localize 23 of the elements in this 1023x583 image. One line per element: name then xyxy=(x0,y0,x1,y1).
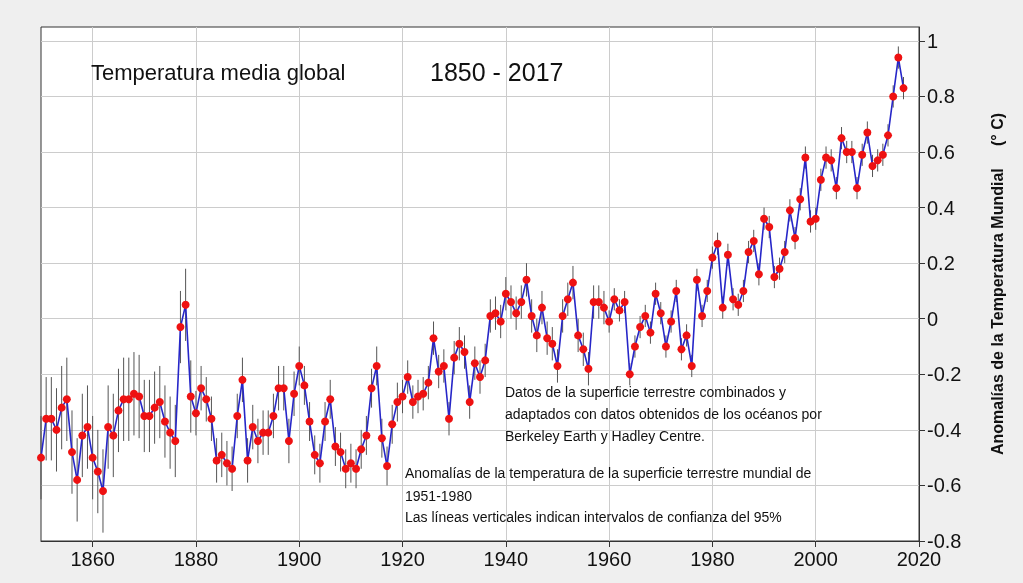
annotation: Anomalías de la temperatura de la superficie terrestre mundial de 1951-1980 xyxy=(405,464,816,504)
annotation: Las líneas verticales indican intervalos de confianza del 95% xyxy=(405,509,782,526)
y-tick-label: 0.2 xyxy=(927,252,955,275)
text: Temperatura media global xyxy=(91,59,346,85)
annotation: Datos de la superficie terrestre combinados y adaptados con datos obtenidos de los océanos por Berkeley Earth y Hadley Centre. xyxy=(505,384,826,444)
x-tick-label: 1880 xyxy=(173,548,219,570)
x-tick-label: 1980 xyxy=(690,548,735,570)
x-tick-label: 1940 xyxy=(483,548,529,570)
x-tick-label: 1960 xyxy=(586,548,632,570)
y-tick-label: 1 xyxy=(927,29,939,52)
y-axis-title: Anomalías de la Temperatura Mundial (° C) xyxy=(988,112,1006,456)
x-tick-label: 2000 xyxy=(793,548,838,570)
x-tick-label: 1900 xyxy=(276,548,322,570)
y-tick-label: 0.6 xyxy=(927,141,955,164)
y-tick-label: 0.8 xyxy=(927,85,955,108)
x-tick-label: 1920 xyxy=(380,548,425,570)
x-tick-label: 1860 xyxy=(70,548,115,570)
y-tick-label: -0.6 xyxy=(927,474,962,497)
annotation: 1850 - 2017 xyxy=(430,58,564,87)
y-tick-label: 0 xyxy=(927,307,939,330)
y-tick-label: -0.4 xyxy=(927,418,962,441)
y-tick-label: -0.2 xyxy=(927,363,962,386)
y-tick-label: 0.4 xyxy=(927,196,955,219)
